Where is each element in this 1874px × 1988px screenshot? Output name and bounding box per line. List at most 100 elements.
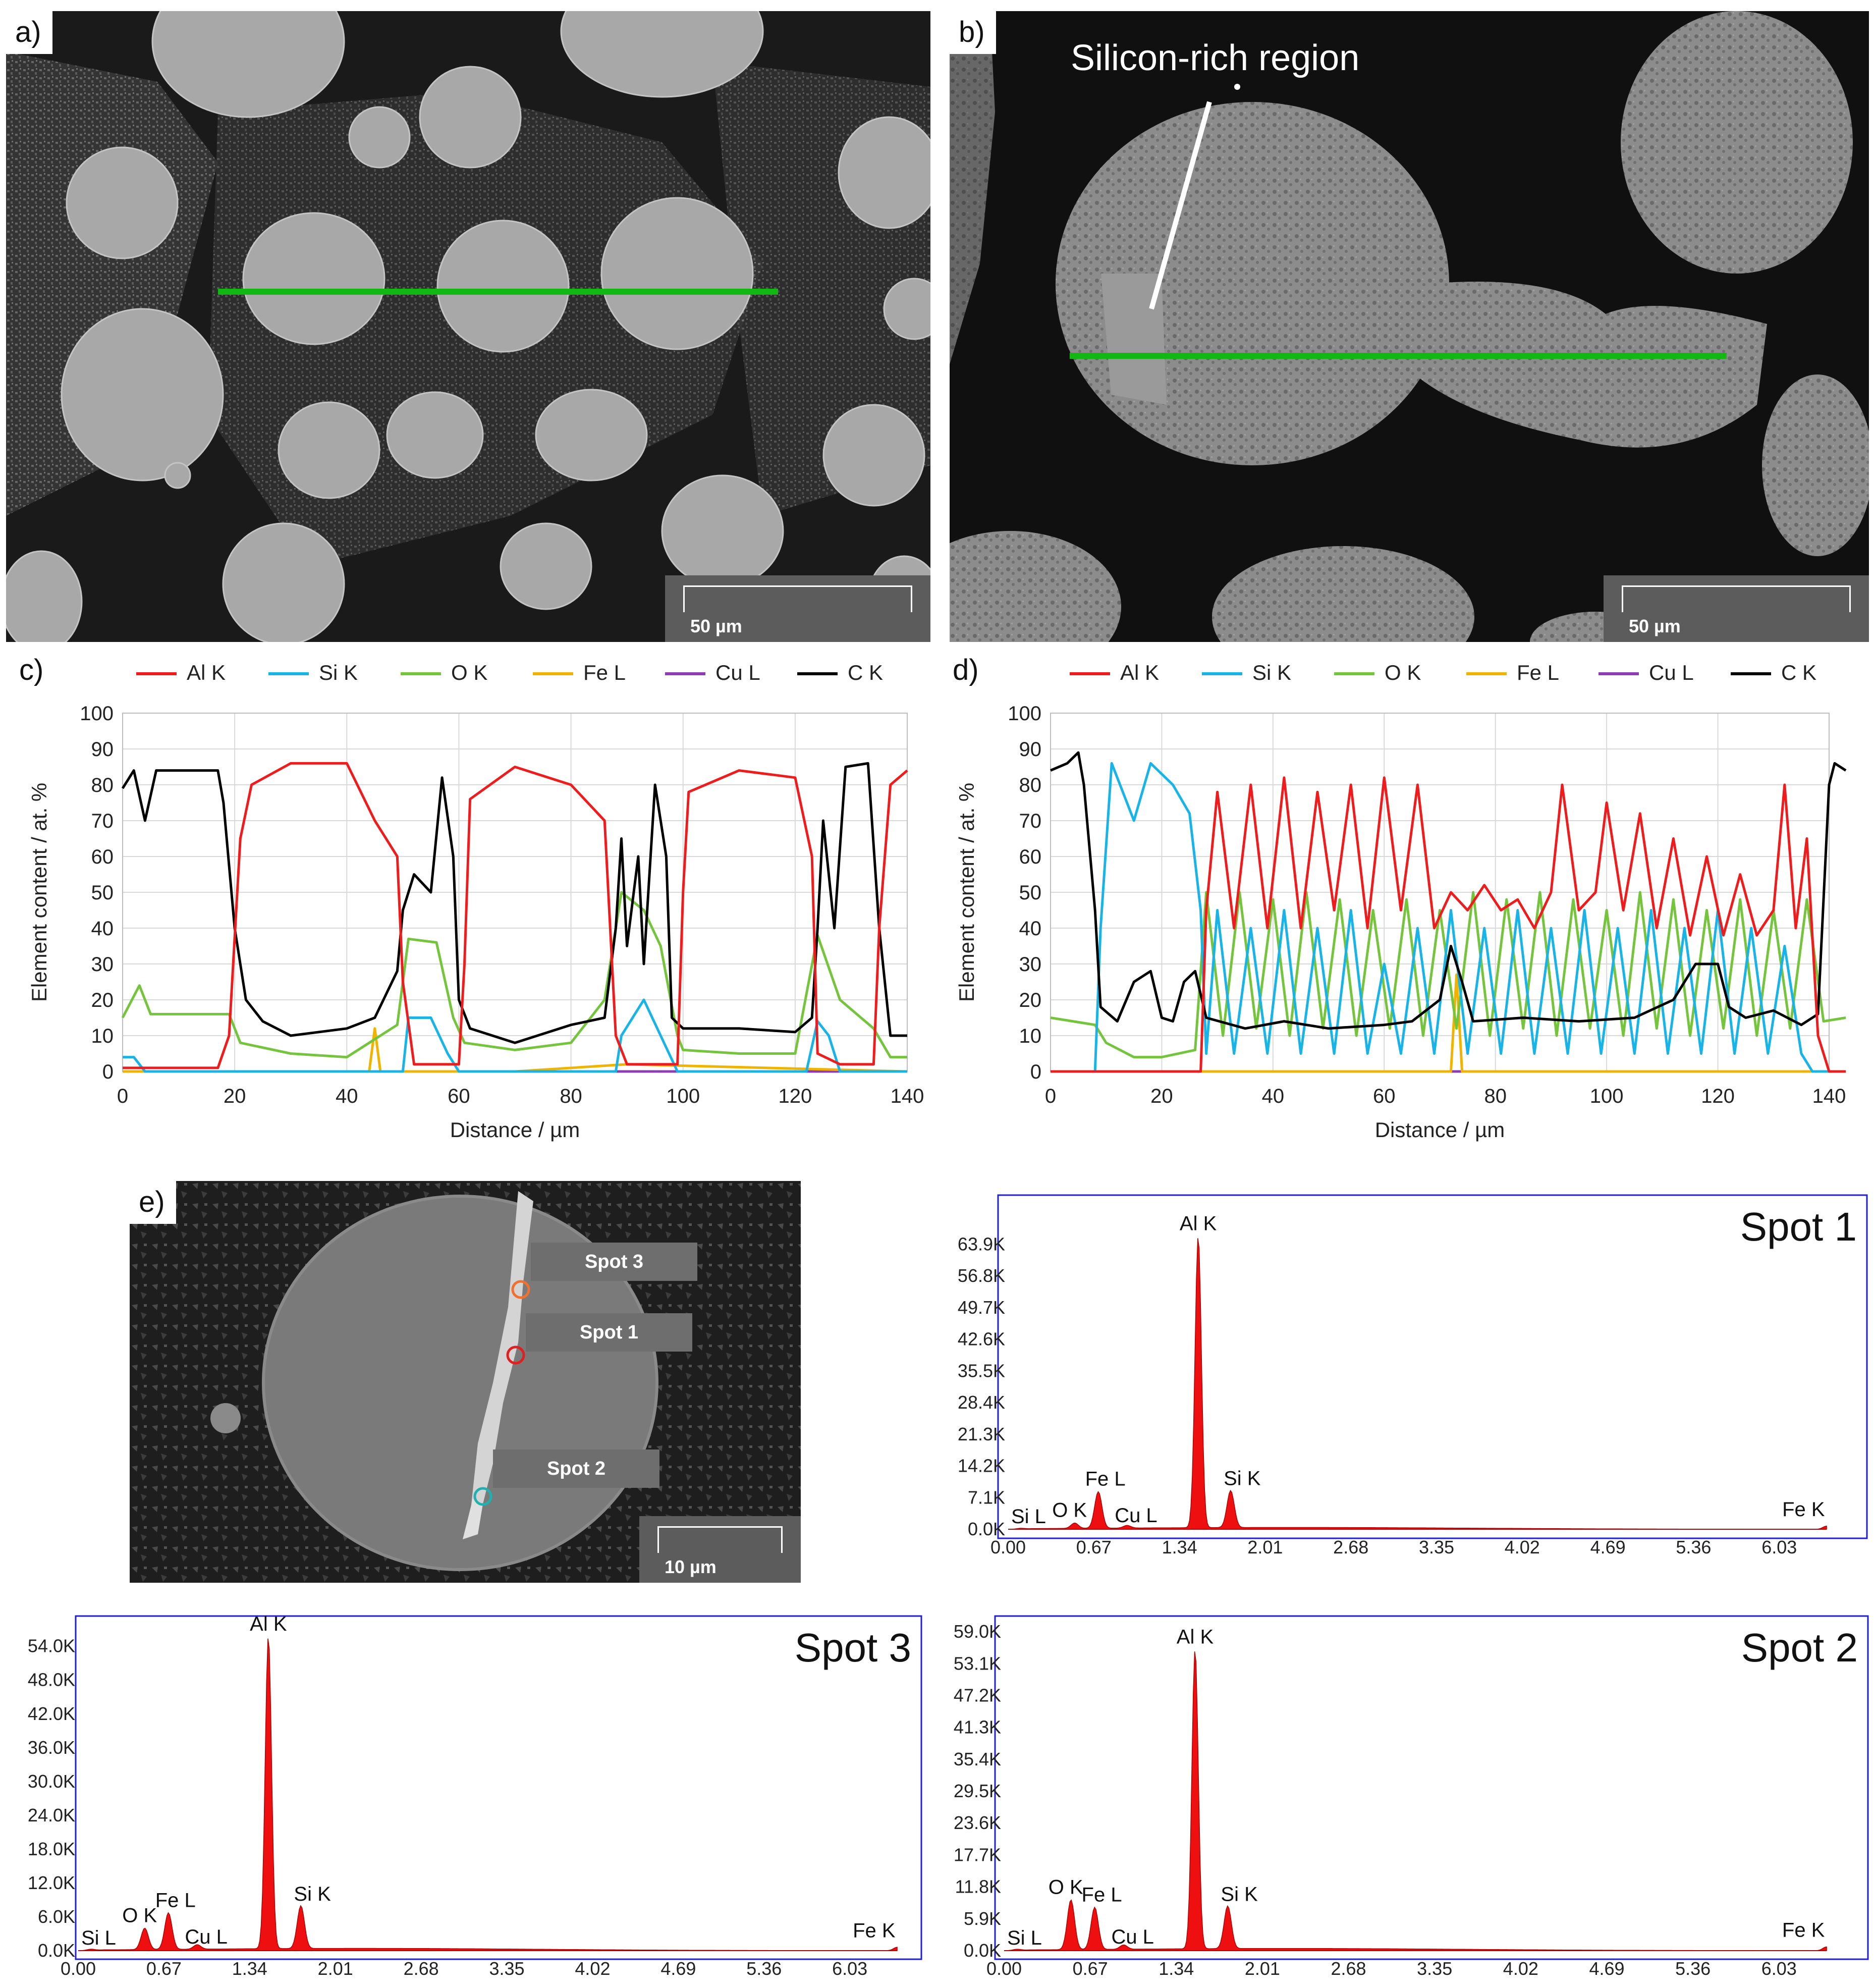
peak-label-o-k: O K [1052,1499,1087,1521]
peak-label-cu-l: Cu L [1111,1926,1154,1948]
peak-label-si-k: Si K [1224,1468,1261,1490]
x-tick-label: 2.01 [318,1958,353,1979]
peak-label-si-l: Si L [81,1927,116,1949]
chart-d-panel-label: d) [953,654,979,686]
legend-label-d-4: Cu L [1649,661,1694,684]
y-tick-label: 20 [1019,989,1042,1011]
scale-bar-a: 50 µm [665,575,930,642]
series-line-c-k [121,762,907,1044]
y-tick-label: 47.2K [954,1685,1001,1705]
y-tick-label: 42.0K [28,1703,75,1724]
series-line-al-k [1051,776,1846,1073]
x-tick-label: 60 [448,1085,470,1107]
x-tick-label: 120 [1701,1085,1735,1107]
peak-label-fe-k: Fe K [853,1919,896,1942]
y-tick-label: 40 [91,918,114,940]
scale-bar-e-label: 10 µm [665,1556,716,1577]
x-tick-label: 140 [1812,1085,1846,1107]
y-tick-label: 23.6K [954,1812,1001,1833]
peak-label-si-l: Si L [1007,1927,1042,1949]
x-tick-label: 1.34 [232,1958,267,1979]
spot-1-label: Spot 1 [526,1313,692,1352]
x-tick-label: 60 [1373,1085,1396,1107]
peak-label-o-k: O K [122,1905,157,1927]
spectrum-frame [997,1194,1868,1539]
y-tick-label: 100 [80,703,114,725]
spectrum-area-3 [78,1638,898,1951]
spectrum-area-1 [1008,1238,1827,1530]
legend-label-c-5: C K [848,661,883,684]
spectrum-title-3: Spot 3 [795,1625,911,1670]
peak-label-o-k: O K [1049,1876,1083,1898]
y-tick-label: 40 [1019,918,1042,940]
scale-bar-b: 50 µm [1604,575,1869,642]
spot-2-label: Spot 2 [493,1449,659,1488]
spectrum-frame [994,1615,1869,1960]
x-tick-label: 0.00 [61,1958,96,1979]
x-tick-label: 20 [1150,1085,1173,1107]
chart-c-panel-label: c) [19,654,43,686]
x-axis-title: Distance / µm [1375,1118,1505,1142]
y-tick-label: 48.0K [28,1670,75,1690]
x-tick-label: 2.68 [404,1958,439,1979]
y-tick-label: 53.1K [954,1653,1001,1674]
series-line-si-k [1051,762,1846,1073]
x-tick-label: 0.67 [1073,1958,1108,1979]
x-tick-label: 5.36 [746,1958,782,1979]
y-tick-label: 28.4K [958,1392,1005,1413]
y-tick-label: 42.6K [958,1329,1005,1350]
x-tick-label: 100 [1590,1085,1624,1107]
y-tick-label: 6.0K [38,1906,75,1927]
y-tick-label: 90 [91,738,114,761]
y-tick-label: 36.0K [28,1737,75,1758]
eds-spectrum-spot-3: Spot 3 0.0K 6.0K 12.0K 18.0K 24.0K 30.0K 36.0K 4… [0,1602,928,1988]
y-tick-label: 0 [1030,1061,1041,1083]
peak-label-al-k: Al K [1180,1212,1217,1234]
peak-label-fe-k: Fe K [1782,1498,1825,1521]
peak-label-cu-l: Cu L [185,1926,228,1948]
x-tick-label: 4.02 [575,1958,610,1979]
y-tick-label: 54.0K [28,1636,75,1656]
y-tick-label: 35.5K [958,1360,1005,1381]
y-tick-label: 0.0K [964,1940,1001,1961]
legend-label-d-5: C K [1781,661,1816,684]
spectrum-title-2: Spot 2 [1741,1625,1858,1670]
x-tick-label: 0.67 [146,1958,182,1979]
y-axis-title: Element content / at. % [27,783,51,1002]
scale-bar-b-label: 50 µm [1629,616,1681,636]
x-tick-label: 4.02 [1503,1958,1538,1979]
x-tick-label: 2.68 [1331,1958,1366,1979]
x-tick-label: 0.00 [986,1958,1022,1979]
legend-label-d-2: O K [1385,661,1421,684]
y-axis-title: Element content / at. % [955,783,978,1002]
x-tick-label: 5.36 [1675,1958,1711,1979]
sem-image-e: e) Spot 3 Spot 1 Spot 2 10 µm [130,1181,801,1583]
y-tick-label: 60 [1019,846,1042,868]
y-tick-label: 80 [91,774,114,796]
y-tick-label: 30 [91,953,114,976]
line-profile-c: c) Al K Si K O K Fe L Cu L C K 0 10 20 30 40 50 60 70 8… [0,649,933,1148]
x-tick-label: 6.03 [1761,1537,1797,1557]
series-line-si-k [123,998,907,1073]
spectrum-frame [75,1615,922,1960]
x-tick-label: 2.68 [1333,1537,1368,1557]
x-tick-label: 140 [891,1085,924,1107]
sem-a-particles [6,11,930,642]
peak-label-al-k: Al K [250,1613,287,1635]
legend-label-c-4: Cu L [715,661,760,684]
eds-spectrum-spot-1-svg: Spot 1 0.0K 7.1K 14.2K 21.3K 28.4K 35.5K 42.6K 4… [958,1194,1868,1557]
x-tick-label: 80 [1484,1085,1507,1107]
peak-label-fe-l: Fe L [1082,1884,1122,1906]
y-tick-label: 5.9K [964,1908,1001,1929]
line-profile-d-svg: d) Al K Si K O K Fe L Cu L C K 0 10 20 30 40 50 60 70 8… [953,654,1847,1142]
y-tick-label: 21.3K [958,1424,1005,1444]
y-tick-label: 60 [91,846,114,868]
scale-bar-e: 10 µm [639,1516,801,1583]
y-tick-label: 0 [102,1061,114,1083]
y-tick-label: 0.0K [968,1519,1005,1539]
y-tick-label: 41.3K [954,1717,1001,1738]
peak-label-fe-l: Fe L [155,1889,196,1911]
y-tick-label: 7.1K [968,1487,1005,1508]
x-tick-label: 0.67 [1076,1537,1112,1557]
series-line-c-k [1050,751,1847,1030]
